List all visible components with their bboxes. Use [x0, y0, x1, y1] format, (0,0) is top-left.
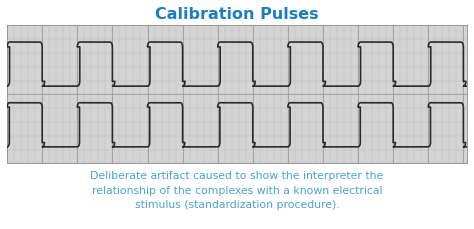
- Text: Calibration Pulses: Calibration Pulses: [155, 7, 319, 22]
- Text: Deliberate artifact caused to show the interpreter the
relationship of the compl: Deliberate artifact caused to show the i…: [91, 171, 383, 209]
